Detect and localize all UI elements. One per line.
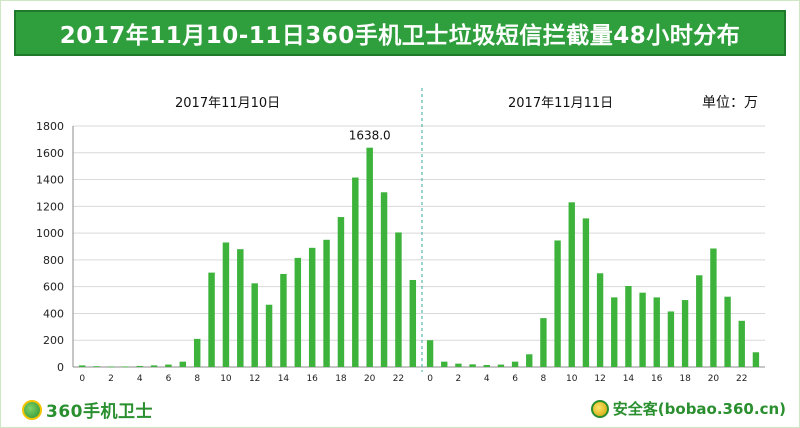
bar [483,364,490,367]
x-tick-label: 10 [220,374,232,384]
x-tick-label: 12 [594,374,605,384]
bar [294,257,302,367]
bar [107,366,115,368]
bar [380,192,388,367]
unit-label: 单位：万 [702,95,758,111]
bar [366,147,373,367]
bar [193,338,201,367]
x-tick-label: 6 [512,374,518,384]
y-tick-label: 1200 [36,200,64,213]
x-tick-label: 8 [541,374,547,384]
y-tick-label: 200 [43,334,64,347]
x-tick-label: 2 [108,374,114,384]
x-tick-label: 22 [393,374,404,384]
x-tick-label: 6 [166,374,172,384]
bar [653,297,660,367]
bar [511,361,519,367]
bar [136,365,143,367]
bar [526,354,533,367]
bar [596,273,604,367]
bar [582,218,590,367]
panel-title-nov11: 2017年11月11日 [508,96,614,111]
x-tick-label: 2 [456,374,462,384]
x-tick-label: 12 [249,374,260,384]
bar [308,247,316,367]
brand-left: 360手机卫士 [22,397,153,422]
bar [724,296,731,367]
bar [323,239,330,367]
x-tick-label: 0 [79,374,85,384]
x-tick-label: 4 [137,374,143,384]
data-label: 1638.0 [349,129,391,143]
x-tick-label: 0 [427,374,433,384]
bar [179,361,187,367]
x-tick-label: 8 [194,374,200,384]
brand-right-text: 安全客(bobao.360.cn) [612,400,786,418]
x-tick-label: 20 [708,374,720,384]
bar [222,242,230,367]
bar [78,365,86,367]
bar [611,297,618,367]
bar [752,352,760,367]
x-tick-label: 14 [278,374,290,384]
bar [208,272,215,367]
shield-logo-icon [22,399,42,420]
bar [540,318,547,367]
x-tick-label: 18 [335,374,347,384]
y-tick-label: 400 [43,307,64,320]
y-tick-label: 800 [43,254,64,267]
bar [696,275,703,367]
bar [122,366,129,368]
y-tick-label: 0 [57,361,64,374]
bar [497,364,505,367]
chart-title: 2017年11月10-11日360手机卫士垃圾短信拦截量48小时分布 [14,10,786,56]
bar [352,177,359,367]
y-tick-label: 1800 [36,120,64,133]
bar [625,285,632,367]
x-tick-label: 18 [679,374,691,384]
brand-left-text: 360手机卫士 [46,402,153,422]
bar [667,311,675,367]
y-tick-label: 1600 [36,147,64,160]
x-tick-label: 16 [306,374,318,384]
bar [455,363,462,367]
security-logo-icon [590,399,609,418]
y-tick-label: 1000 [36,227,64,240]
bar [426,340,434,367]
x-tick-label: 16 [651,374,663,384]
x-tick-label: 4 [484,374,490,384]
bar [150,365,158,367]
bar [237,249,244,367]
panel-title-nov10: 2017年11月10日 [175,96,281,111]
bar [710,248,717,367]
bar [93,366,100,367]
bar [337,217,345,367]
x-tick-label: 10 [566,374,578,384]
bar [554,240,561,367]
brand-right: 安全客(bobao.360.cn) [590,398,786,419]
x-tick-label: 20 [364,374,376,384]
bar [280,273,287,367]
bar [681,300,689,367]
bar [265,304,273,367]
bar [251,283,258,367]
x-tick-label: 22 [736,374,747,384]
bar [639,292,646,367]
bar [409,279,417,367]
x-tick-label: 14 [623,374,635,384]
y-tick-label: 600 [43,281,64,294]
bar [469,364,476,367]
bar [165,364,172,367]
bar [441,361,448,367]
y-tick-label: 1400 [36,174,64,187]
bar [738,320,745,367]
bar [568,202,575,367]
bar [395,232,402,367]
